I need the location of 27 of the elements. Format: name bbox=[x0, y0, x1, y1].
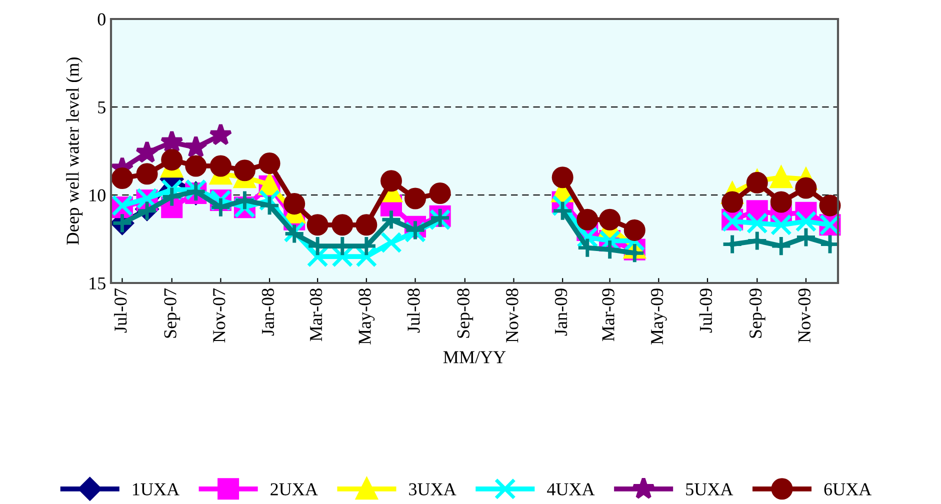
x-tick-label: Nov-07 bbox=[213, 288, 226, 343]
legend-label: 2UXA bbox=[270, 483, 318, 496]
legend-label: 1UXA bbox=[132, 483, 180, 496]
y-axis-title: Deep well water level (m) bbox=[66, 58, 83, 245]
legend-label: 4UXA bbox=[547, 483, 595, 496]
x-tick-label: Mar-08 bbox=[310, 288, 322, 342]
x-tick-label: Nov-08 bbox=[506, 288, 518, 343]
x-tick-label: Sep-08 bbox=[457, 288, 474, 338]
x-tick-label: May-08 bbox=[358, 288, 375, 345]
x-tick-label: Jan-08 bbox=[262, 288, 274, 336]
legend-label: 3UXA bbox=[409, 483, 456, 496]
x-tick-label: Sep-09 bbox=[749, 288, 766, 338]
x-tick-label: Jan-09 bbox=[554, 288, 568, 336]
y-tick-label: 5 bbox=[98, 101, 106, 114]
x-tick-label: Jul-09 bbox=[699, 288, 712, 333]
x-tick-label: Mar-09 bbox=[602, 288, 614, 342]
y-tick-label: 10 bbox=[90, 189, 106, 202]
legend-label: 6UXA bbox=[824, 483, 872, 496]
x-tick-label: May-09 bbox=[650, 288, 667, 345]
x-axis-title: MM/YY bbox=[443, 351, 506, 364]
x-tick-label: Nov-09 bbox=[798, 288, 810, 343]
x-tick-label: Sep-07 bbox=[164, 288, 180, 338]
x-tick-label: Jul-08 bbox=[407, 288, 420, 333]
legend-label: 5UXA bbox=[686, 483, 734, 496]
y-tick-label: 0 bbox=[98, 13, 106, 26]
y-tick-label: 15 bbox=[90, 277, 106, 290]
x-tick-label: Jul-07 bbox=[114, 288, 127, 333]
